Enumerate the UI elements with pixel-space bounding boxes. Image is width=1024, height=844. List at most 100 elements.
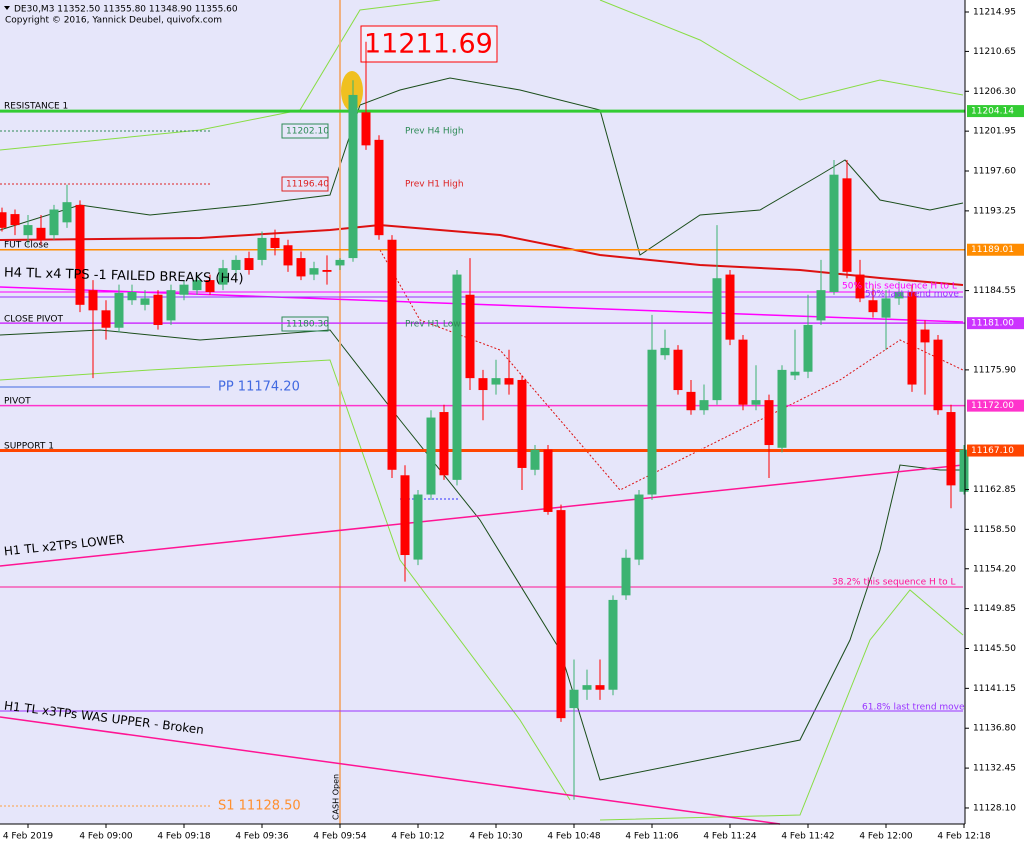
candle-body (465, 294, 475, 379)
axis-labels: 11214.95 11210.65 11206.30 11201.95 11197.60… (3, 8, 1024, 842)
y-tick-label: 11214.95 (973, 8, 1016, 18)
drawings (0, 0, 964, 825)
candle-body (36, 227, 46, 240)
trendline (0, 286, 964, 323)
annotation: RESISTANCE 1 (4, 102, 68, 112)
candle-body (764, 400, 774, 446)
candle-body (439, 412, 449, 476)
candle-body (608, 599, 618, 690)
level-label-box (967, 105, 1024, 118)
annotation: 11211.69 (364, 29, 493, 60)
header: DE30,M3 11352.50 11355.80 11348.90 11355… (4, 5, 238, 26)
annotation: 61.8% last trend move (862, 703, 965, 713)
label-box (360, 25, 498, 63)
candle-body (166, 290, 176, 321)
candle-body (400, 475, 410, 556)
x-tick-label: 4 Feb 09:54 (313, 832, 367, 842)
indicators (0, 0, 964, 821)
candle-body (647, 349, 657, 495)
candle-body (426, 417, 436, 495)
label-box (281, 123, 329, 139)
y-tick-label: 11201.95 (973, 127, 1016, 137)
level-label: 11172.00 (971, 401, 1014, 411)
label-box (281, 176, 329, 192)
candle-body (517, 379, 527, 468)
x-tick-label: 4 Feb 11:06 (625, 832, 679, 842)
candle-body (10, 214, 20, 226)
band-upper (0, 77, 964, 256)
annotation: PP 11174.20 (218, 380, 300, 395)
x-tick-label: 4 Feb 09:36 (235, 832, 289, 842)
candle-body (296, 258, 306, 277)
candle-body (595, 685, 605, 690)
band-outer-upper (0, 0, 964, 151)
y-tick-label: 11149.85 (973, 604, 1016, 614)
candle-body (179, 284, 189, 295)
candle-body (556, 510, 566, 719)
candle-body (634, 494, 644, 560)
candle-body (452, 274, 462, 480)
candle-body (725, 274, 735, 340)
band-lower (0, 329, 963, 781)
trendline (0, 464, 964, 567)
x-tick-label: 4 Feb 09:00 (79, 832, 133, 842)
candle-body (569, 689, 579, 709)
y-tick-label: 11210.65 (973, 47, 1016, 57)
y-tick-label: 11162.85 (973, 485, 1016, 495)
annotation: 50% last trend move (865, 290, 959, 300)
candle-body (231, 259, 241, 270)
x-tick-label: 4 Feb 10:48 (547, 832, 601, 842)
annotation: S1 11128.50 (218, 799, 301, 814)
candle-body (205, 280, 215, 292)
candle-body (504, 378, 514, 385)
candle-body (348, 94, 358, 259)
y-tick-label: 11193.25 (973, 206, 1016, 216)
x-tick-label: 4 Feb 10:12 (391, 832, 444, 842)
candle-body (829, 174, 839, 292)
menu-arrow (4, 6, 10, 10)
candle-body (244, 258, 254, 270)
symbol-line: DE30,M3 11352.50 11355.80 11348.90 11355… (14, 5, 238, 15)
x-tick-label: 4 Feb 09:18 (157, 832, 211, 842)
annotation: 38.2% this sequence H to L (832, 578, 956, 588)
candle-body (309, 268, 319, 275)
annotation: Prev H1 Low (405, 320, 461, 330)
annotation: FUT Close (4, 241, 49, 251)
candle-body (88, 290, 98, 311)
annotation: H4 TL x4 TPS -1 FAILED BREAKS (H4) (4, 266, 244, 287)
annotation: 11196.40 (286, 180, 329, 190)
y-tick-label: 11197.60 (973, 167, 1016, 177)
candle-body (803, 324, 813, 372)
candle-body (842, 178, 852, 272)
y-tick-label: 11158.50 (973, 525, 1016, 535)
candle-body (907, 291, 917, 385)
signal-line (379, 249, 964, 491)
level-label: 11189.01 (971, 245, 1014, 255)
annotation: SUPPORT 1 (4, 442, 54, 452)
candle-body (933, 339, 943, 411)
x-tick-label: 4 Feb 11:42 (781, 832, 834, 842)
y-tick-label: 11141.15 (973, 684, 1016, 694)
moving-average (0, 223, 964, 286)
candle-body (478, 378, 488, 391)
level-label-box (967, 317, 1024, 330)
candle-body (374, 139, 384, 236)
candle-body (114, 292, 124, 328)
candle-body (959, 449, 969, 492)
candle-body (127, 291, 137, 301)
annotation: 11202.10 (286, 127, 329, 137)
candle-body (738, 339, 748, 405)
candle-body (881, 298, 891, 318)
candle-body (855, 274, 865, 299)
y-tick-label: 11154.20 (973, 564, 1016, 574)
candle-body (621, 557, 631, 596)
candle-body (790, 371, 800, 376)
candle-body (335, 259, 345, 266)
level-label: 11204.14 (971, 107, 1014, 117)
candle-body (699, 400, 709, 411)
candle-body (49, 209, 59, 236)
level-label: 11167.10 (971, 446, 1014, 456)
candle-body (543, 449, 553, 512)
x-tick-label: 4 Feb 10:30 (469, 832, 523, 842)
